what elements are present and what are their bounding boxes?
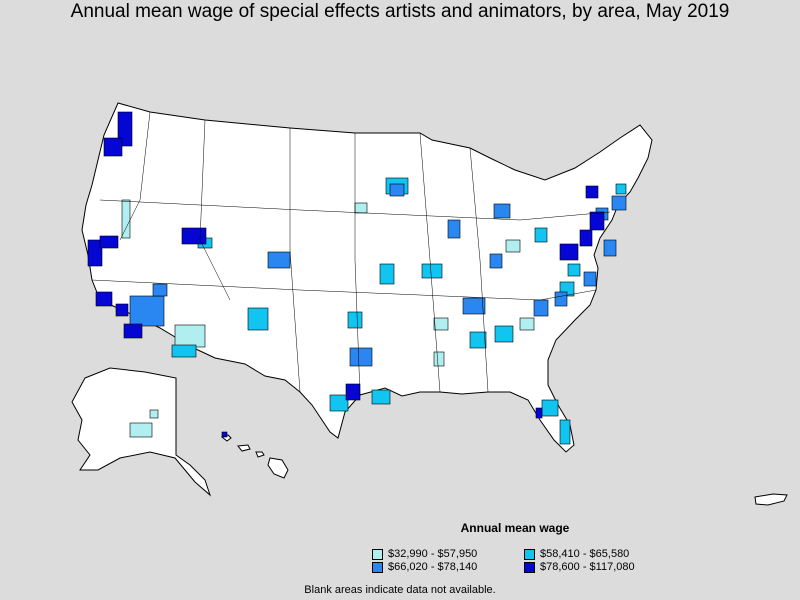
legend-swatch (372, 561, 383, 573)
legend-item-tier-1: $32,990 - $57,950 (372, 548, 477, 560)
legend-title: Annual mean wage (460, 521, 570, 535)
areas-tier-2 (171, 177, 627, 445)
legend-label: $58,410 - $65,580 (540, 548, 630, 560)
legend-swatch (524, 548, 535, 560)
areas-tier-4 (87, 111, 605, 438)
legend-label: $66,020 - $78,140 (388, 561, 478, 573)
legend-swatch (372, 548, 383, 560)
puerto-rico (754, 493, 788, 506)
legend-label: $32,990 - $57,950 (388, 548, 478, 560)
hawaii (220, 434, 289, 479)
legend-label: $78,600 - $117,080 (540, 561, 635, 573)
continental-us (81, 102, 653, 453)
legend-swatch (524, 561, 535, 573)
state-borders (91, 111, 611, 396)
legend-item-tier-2: $58,410 - $65,580 (524, 548, 629, 560)
legend-item-tier-4: $78,600 - $117,080 (524, 561, 635, 573)
map-title: Annual mean wage of special effects arti… (70, 1, 730, 22)
legend-item-tier-3: $66,020 - $78,140 (372, 561, 477, 573)
blank-areas-note: Blank areas indicate data not available. (304, 584, 496, 596)
